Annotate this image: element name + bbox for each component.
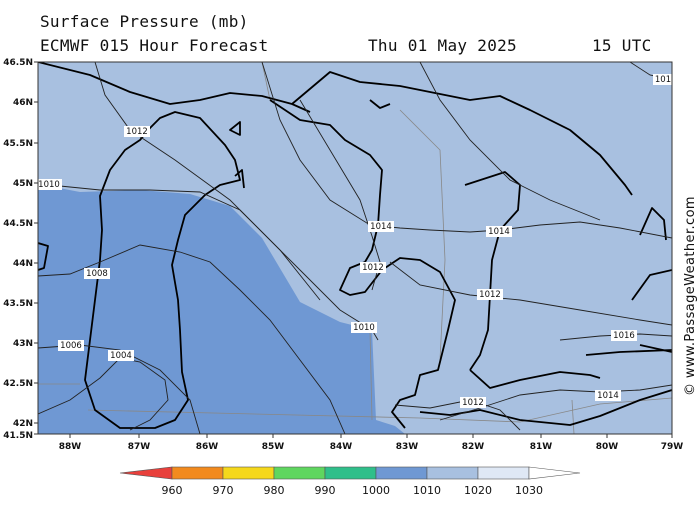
lat-label: 43N (13, 339, 33, 349)
isobar-label: 101 (655, 75, 671, 85)
isobar-label: 1016 (613, 331, 635, 341)
legend-label: 980 (264, 484, 285, 497)
lat-label: 45N (13, 179, 33, 189)
legend-swatch (324, 466, 377, 480)
lat-label: 46N (13, 98, 33, 108)
lon-label: 88W (59, 442, 82, 452)
isobar-label: 1004 (110, 351, 132, 361)
lat-label: 41.5N (3, 431, 33, 441)
pressure-field-1000-1010 (38, 184, 405, 434)
lat-label: 44N (13, 259, 33, 269)
lon-label: 80W (596, 442, 619, 452)
isobar-label: 1014 (597, 391, 619, 401)
coastline (38, 62, 672, 429)
lon-label: 86W (196, 442, 219, 452)
forecast-model: ECMWF 015 Hour Forecast (40, 36, 269, 55)
forecast-date: Thu 01 May 2025 (368, 36, 517, 55)
lon-label: 85W (262, 442, 285, 452)
legend-swatch (119, 466, 173, 480)
legend-swatch (171, 466, 224, 480)
lat-label: 46.5N (3, 58, 33, 68)
legend-label: 990 (315, 484, 336, 497)
isobar-label: 1012 (462, 398, 484, 408)
longitude-axis: 88W 87W 86W 85W 84W 83W 82W 81W 80W 79W (59, 434, 684, 452)
lat-label: 45.5N (3, 139, 33, 149)
isobar-lines (38, 62, 672, 434)
isobar-label: 1010 (353, 323, 375, 333)
lon-label: 83W (396, 442, 419, 452)
legend-label: 1000 (362, 484, 390, 497)
chart-title: Surface Pressure (mb) (40, 12, 249, 31)
lon-label: 81W (530, 442, 553, 452)
isobar-label: 1014 (488, 227, 510, 237)
lon-label: 79W (661, 442, 684, 452)
legend-swatch (477, 466, 530, 480)
isobar-label: 1006 (60, 341, 82, 351)
isobar-label: 1008 (86, 269, 108, 279)
lat-label: 43.5N (3, 299, 33, 309)
map-frame (37, 61, 673, 435)
lat-label: 44.5N (3, 219, 33, 229)
legend-label: 1020 (464, 484, 492, 497)
site-credit: © www.PassageWeather.com (683, 196, 698, 396)
lon-label: 84W (330, 442, 353, 452)
legend-label: 1010 (413, 484, 441, 497)
lat-label: 42N (13, 419, 33, 429)
legend-swatch (426, 466, 479, 480)
pressure-legend: 960 970 980 990 1000 1010 1020 1030 (119, 466, 581, 497)
isobar-label: 1012 (362, 263, 384, 273)
legend-label: 1030 (515, 484, 543, 497)
lon-label: 87W (128, 442, 151, 452)
forecast-time: 15 UTC (592, 36, 652, 55)
legend-swatch (528, 466, 581, 480)
boundary-lines (38, 62, 672, 434)
isobar-label: 1010 (38, 180, 60, 190)
legend-swatch (222, 466, 275, 480)
isobar-label: 1014 (370, 222, 392, 232)
legend-swatch (273, 466, 326, 480)
lon-label: 82W (462, 442, 485, 452)
legend-swatch (375, 466, 428, 480)
isobar-label: 1012 (126, 127, 148, 137)
isobar-labels: 1012 1010 1008 1006 1004 1014 1014 1012 … (38, 74, 672, 408)
lat-label: 42.5N (3, 379, 33, 389)
isobar-label: 1012 (479, 290, 501, 300)
latitude-axis: 46.5N 46N 45.5N 45N 44.5N 44N 43.5N 43N … (3, 58, 38, 441)
legend-label: 960 (162, 484, 183, 497)
legend-label: 970 (213, 484, 234, 497)
